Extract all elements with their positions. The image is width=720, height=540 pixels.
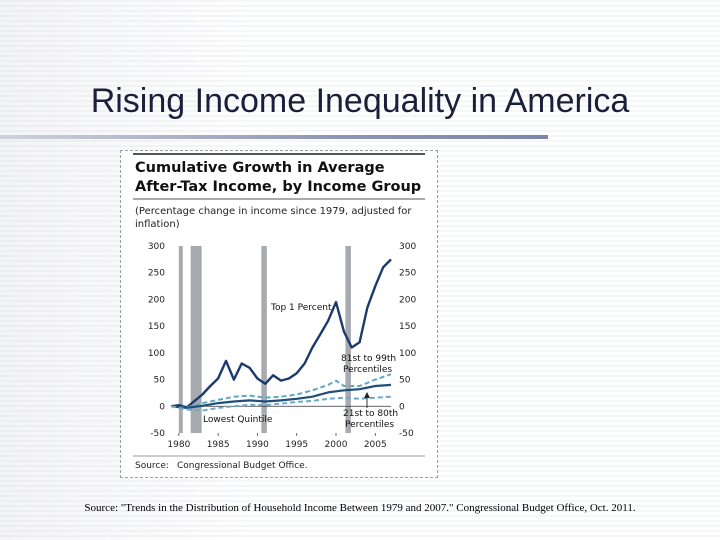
y-tick-right-200: 200 (399, 295, 416, 305)
title-underline (0, 135, 548, 139)
income-growth-chart: Cumulative Growth in Average After-Tax I… (133, 153, 425, 471)
y-tick-left-50: 50 (154, 376, 166, 386)
y-tick-right-150: 150 (399, 322, 416, 332)
x-tick-2005: 2005 (364, 440, 387, 450)
slide-title: Rising Income Inequality in America (90, 82, 630, 120)
label-21st-to-80th-line-2: Percentiles (345, 420, 394, 430)
chart-figure: Cumulative Growth in Average After-Tax I… (120, 150, 438, 478)
chart-subtitle-line-2: inflation) (135, 219, 180, 230)
recession-band-2 (190, 246, 202, 433)
label-21st-to-80th-line-1: 21st to 80th (343, 409, 398, 419)
y-tick-right-250: 250 (399, 269, 416, 279)
y-tick-right--50: -50 (399, 429, 414, 439)
y-tick-left-200: 200 (148, 295, 165, 305)
series-line-top-1-percent (170, 258, 392, 409)
plot-area: -50 -50 0 0 50 50 100 100 150 150 200 200 250 250 300 3… (148, 242, 417, 450)
chart-source-value: Congressional Budget Office. (177, 461, 308, 471)
series-line-21st-to-80th (170, 383, 392, 409)
y-tick-right-0: 0 (399, 402, 405, 412)
series-line-lowest-quintile (170, 395, 392, 412)
series-line-81st-to-99th (170, 373, 392, 409)
y-tick-right-50: 50 (399, 376, 411, 386)
x-tick-1980: 1980 (167, 440, 190, 450)
x-tick-1985: 1985 (207, 440, 230, 450)
chart-title-line-1: Cumulative Growth in Average (135, 160, 385, 176)
chart-title-line-2: After-Tax Income, by Income Group (135, 179, 421, 195)
label-top-1-percent: Top 1 Percent (270, 303, 332, 313)
label-81st-to-99th-line-2: Percentiles (343, 365, 392, 375)
y-tick-left-250: 250 (148, 269, 165, 279)
chart-source-label: Source: (135, 461, 169, 471)
x-tick-2000: 2000 (325, 440, 348, 450)
label-lowest-quintile: Lowest Quintile (203, 415, 273, 425)
y-tick-left--50: -50 (150, 429, 165, 439)
y-tick-left-100: 100 (148, 349, 165, 359)
recession-band-3 (261, 246, 267, 433)
x-tick-1995: 1995 (285, 440, 308, 450)
label-pointer-arrowhead (364, 392, 370, 398)
y-tick-right-100: 100 (399, 349, 416, 359)
chart-subtitle-line-1: (Percentage change in income since 1979,… (135, 206, 412, 217)
y-tick-left-0: 0 (159, 402, 165, 412)
x-tick-1990: 1990 (246, 440, 269, 450)
recession-band-1 (178, 246, 183, 433)
y-tick-left-150: 150 (148, 322, 165, 332)
y-tick-left-300: 300 (148, 242, 165, 252)
slide-source-citation: Source: "Trends in the Distribution of H… (84, 502, 636, 514)
y-tick-right-300: 300 (399, 242, 416, 252)
label-81st-to-99th-line-1: 81st to 99th (341, 354, 396, 364)
